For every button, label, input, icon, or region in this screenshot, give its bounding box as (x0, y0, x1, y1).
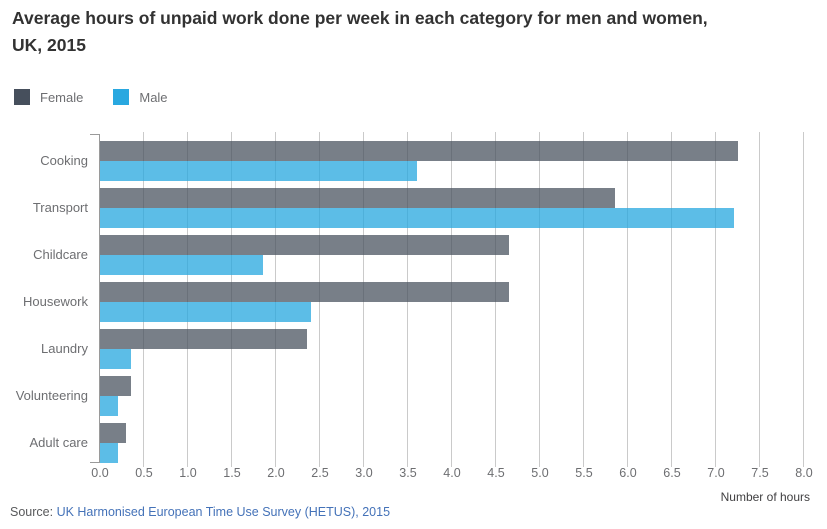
x-tick-7.5: 7.5 (751, 466, 769, 480)
bar-volunteering-male (100, 396, 118, 416)
x-tick-0.5: 0.5 (135, 466, 153, 480)
bar-adult-care-male (100, 443, 118, 463)
category-label-volunteering: Volunteering (15, 388, 88, 403)
gridline-7.0 (715, 132, 716, 467)
source-prefix: Source: (10, 505, 57, 519)
gridline-6.5 (671, 132, 672, 467)
gridline-8.0 (803, 132, 804, 467)
bar-cooking-male (100, 161, 417, 181)
x-tick-2.5: 2.5 (311, 466, 329, 480)
x-tick-5.0: 5.0 (531, 466, 549, 480)
legend-item-male: Male (113, 89, 168, 105)
legend-label-male: Male (139, 89, 168, 105)
category-label-cooking: Cooking (40, 153, 88, 168)
x-tick-1.0: 1.0 (179, 466, 197, 480)
bar-housework-female (100, 282, 510, 302)
bar-laundry-female (100, 329, 307, 349)
category-label-transport: Transport (32, 200, 88, 215)
legend-label-female: Female (40, 89, 84, 105)
bar-volunteering-female (100, 376, 131, 396)
bar-transport-female (100, 188, 615, 208)
source-link[interactable]: UK Harmonised European Time Use Survey (… (56, 505, 391, 519)
x-tick-3.5: 3.5 (399, 466, 417, 480)
chart-title-line1: Average hours of unpaid work done per we… (12, 8, 708, 28)
x-tick-7.0: 7.0 (707, 466, 725, 480)
bar-childcare-female (100, 235, 510, 255)
gridline-5.5 (583, 132, 584, 467)
bar-cooking-female (100, 141, 738, 161)
x-tick-2.0: 2.0 (267, 466, 285, 480)
bar-childcare-male (100, 255, 263, 275)
gridline-7.5 (759, 132, 760, 467)
gridline-6.0 (627, 132, 628, 467)
male-swatch (113, 89, 130, 105)
bar-housework-male (100, 302, 312, 322)
legend-item-female: Female (14, 89, 83, 105)
bar-adult-care-female (100, 423, 127, 443)
x-tick-4.5: 4.5 (487, 466, 505, 480)
x-tick-6.5: 6.5 (663, 466, 681, 480)
female-swatch (14, 89, 30, 105)
x-tick-8.0: 8.0 (795, 466, 813, 480)
bar-transport-male (100, 208, 734, 228)
x-tick-6.0: 6.0 (619, 466, 637, 480)
category-label-housework: Housework (22, 294, 88, 309)
x-tick-3.0: 3.0 (355, 466, 373, 480)
x-tick-4.0: 4.0 (443, 466, 461, 480)
x-axis-title: Number of hours (720, 490, 810, 504)
bar-laundry-male (100, 349, 131, 369)
category-label-laundry: Laundry (41, 341, 88, 356)
y-axis-line (90, 134, 100, 463)
source-line: Source: UK Harmonised European Time Use … (10, 505, 390, 519)
x-tick-5.5: 5.5 (575, 466, 593, 480)
category-label-adult-care: Adult care (29, 435, 88, 450)
gridline-5.0 (539, 132, 540, 467)
chart-title-line2: UK, 2015 (12, 35, 86, 55)
legend: Female Male (14, 89, 168, 105)
chart-title: Average hours of unpaid work done per we… (12, 5, 812, 59)
x-tick-0.0: 0.0 (91, 466, 109, 480)
x-tick-1.5: 1.5 (223, 466, 241, 480)
category-label-childcare: Childcare (33, 247, 88, 262)
